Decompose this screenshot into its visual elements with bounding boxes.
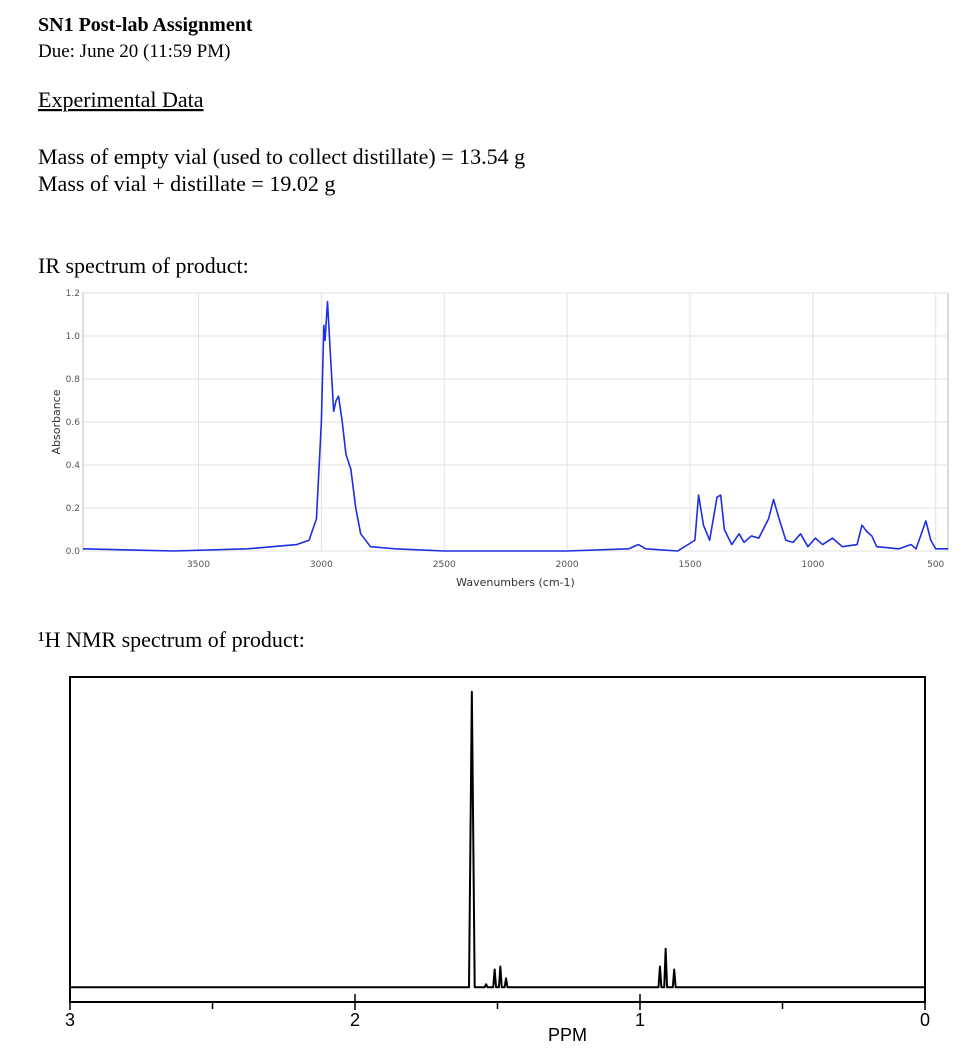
due-date: Due: June 20 (11:59 PM) <box>38 41 230 62</box>
spectrum-line <box>82 300 948 552</box>
y-tick-label: 0.8 <box>66 375 81 385</box>
y-tick-label: 1.0 <box>66 332 81 342</box>
section-title: Experimental Data <box>38 87 204 112</box>
plot-frame <box>69 676 926 1003</box>
y-tick-label: 0.2 <box>66 504 80 514</box>
x-tick-label: 1000 <box>801 560 824 570</box>
x-tick-label: 1 <box>635 1010 645 1030</box>
y-axis-label: Absorbance <box>50 389 63 454</box>
x-tick-label: 2000 <box>556 560 579 570</box>
spectrum-line <box>70 690 925 989</box>
y-tick-label: 0.6 <box>66 418 81 428</box>
y-tick-label: 0.4 <box>66 461 81 471</box>
x-tick-label: 2 <box>350 1010 360 1030</box>
x-tick-label: 0 <box>920 1010 930 1030</box>
y-tick-label: 0.0 <box>66 547 81 557</box>
x-axis-label: Wavenumbers (cm-1) <box>456 576 575 589</box>
measurement: Mass of vial + distillate = 19.02 g <box>38 171 335 196</box>
x-tick-label: 2500 <box>433 560 456 570</box>
x-tick-label: 1500 <box>679 560 702 570</box>
x-tick-label: 500 <box>927 560 944 570</box>
x-axis-label: PPM <box>548 1025 587 1045</box>
title: SN1 Post-lab Assignment <box>38 14 253 36</box>
chart-heading: ¹H NMR spectrum of product: <box>38 627 305 652</box>
x-tick-label: 3500 <box>187 560 210 570</box>
x-tick-label: 3000 <box>310 560 333 570</box>
chart-heading: IR spectrum of product: <box>38 253 249 278</box>
x-tick-label: 3 <box>65 1010 75 1030</box>
y-tick-label: 1.2 <box>66 289 80 299</box>
measurement: Mass of empty vial (used to collect dist… <box>38 144 525 169</box>
